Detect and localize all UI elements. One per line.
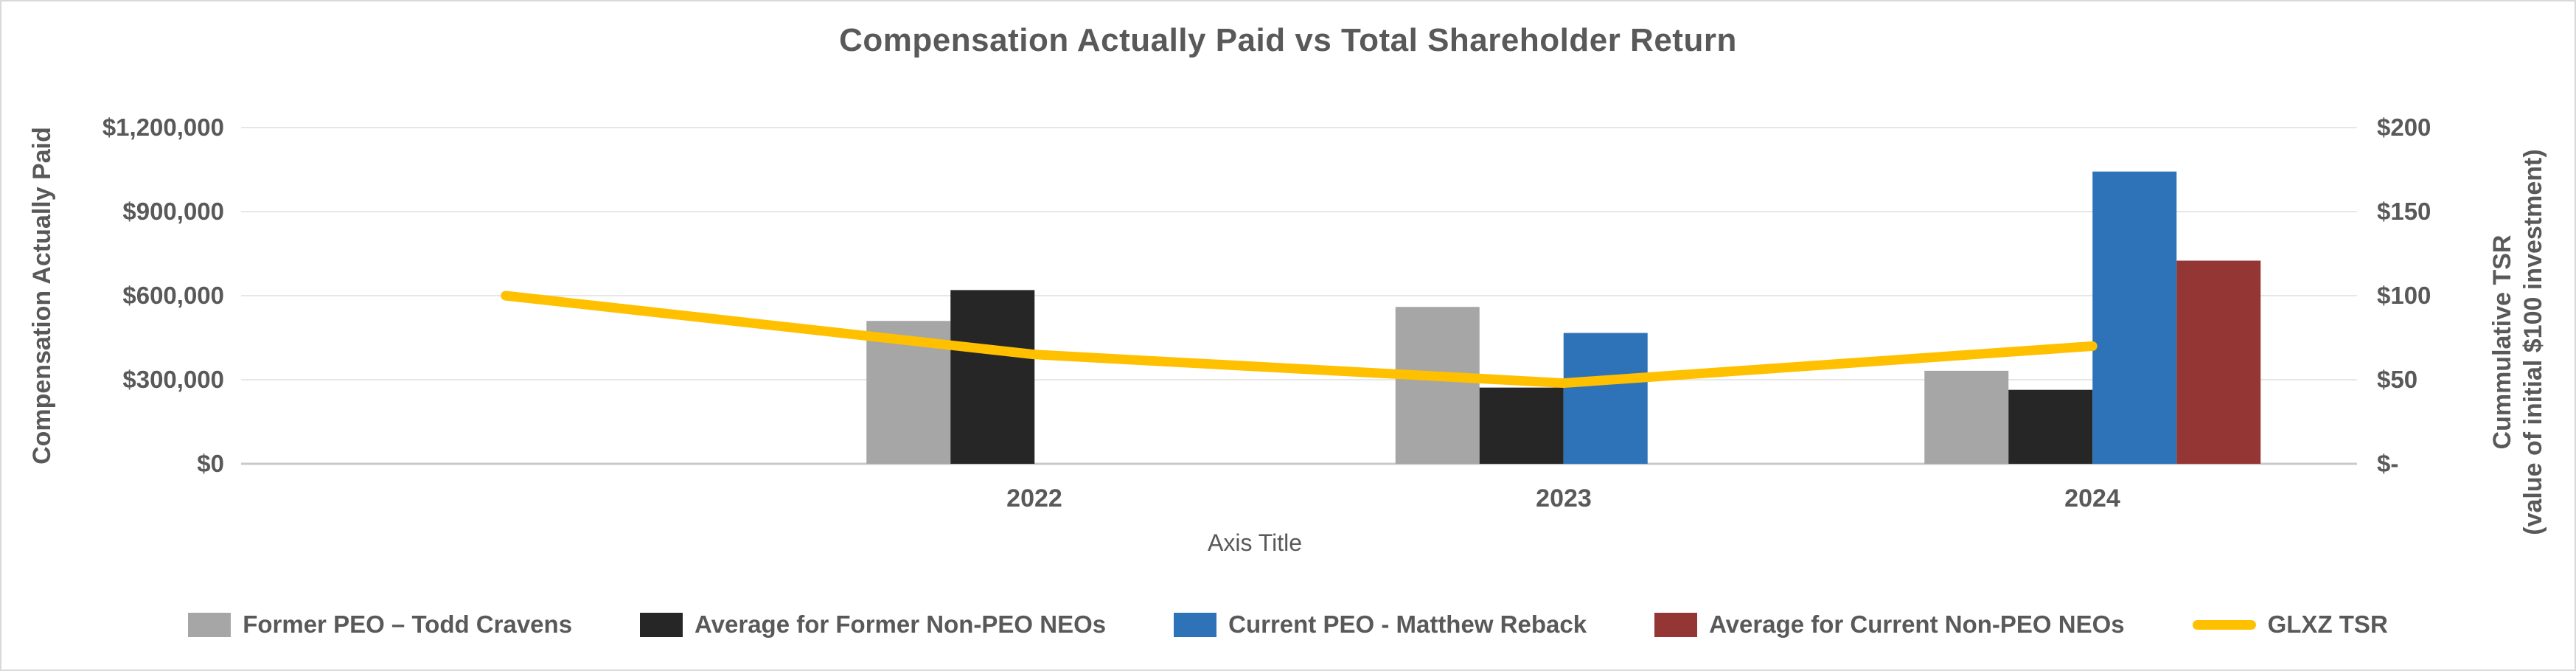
right-axis-tick: $200 [2377, 114, 2431, 141]
legend: Former PEO – Todd Cravens Average for Fo… [1, 611, 2575, 639]
right-axis-tick: $100 [2377, 282, 2431, 309]
legend-label: Current PEO - Matthew Reback [1228, 611, 1587, 638]
bar-2024 [2008, 389, 2093, 464]
right-axis-tick: $- [2377, 450, 2399, 477]
bar-2023 [1563, 333, 1648, 464]
legend-label: GLXZ TSR [2267, 611, 2388, 638]
left-axis-tick: $1,200,000 [102, 114, 224, 141]
tsr-line [501, 291, 2098, 389]
bar-2024 [2092, 171, 2177, 464]
category-label-2022: 2022 [1006, 484, 1062, 512]
blue-bar-swatch-icon [1174, 612, 1217, 637]
darkred-bar-swatch-icon [1654, 612, 1698, 637]
bar-2024 [1924, 370, 2009, 464]
right-axis-tick: $50 [2377, 366, 2418, 393]
category-label-2023: 2023 [1536, 484, 1592, 512]
left-axis-tick: $0 [197, 450, 224, 477]
gray-bar-swatch-icon [188, 612, 232, 637]
left-axis-tick: $600,000 [122, 282, 224, 309]
x-axis-title: Axis Title [1207, 529, 1303, 556]
bar-2024 [2176, 260, 2261, 464]
category-label-2024: 2024 [2064, 484, 2120, 512]
legend-item-glxz-tsr: GLXZ TSR [2192, 611, 2388, 639]
legend-item-current-peo: Current PEO - Matthew Reback [1174, 611, 1587, 639]
yellow-line-swatch-icon [2192, 619, 2256, 630]
bar-2023 [1395, 307, 1480, 464]
legend-label: Average for Former Non-PEO NEOs [695, 611, 1107, 638]
legend-item-avg-current-neos: Average for Current Non-PEO NEOs [1654, 611, 2125, 639]
legend-label: Former PEO – Todd Cravens [243, 611, 573, 638]
black-bar-swatch-icon [640, 612, 683, 637]
bar-2022 [950, 290, 1035, 464]
left-axis-tick: $300,000 [122, 366, 224, 393]
left-axis-tick: $900,000 [122, 198, 224, 225]
legend-item-avg-former-neos: Average for Former Non-PEO NEOs [640, 611, 1106, 639]
legend-item-former-peo: Former PEO – Todd Cravens [188, 611, 572, 639]
legend-label: Average for Current Non-PEO NEOs [1709, 611, 2125, 638]
bar-2023 [1479, 387, 1564, 464]
right-axis-tick: $150 [2377, 198, 2431, 225]
chart-title: Compensation Actually Paid vs Total Shar… [839, 22, 1737, 58]
